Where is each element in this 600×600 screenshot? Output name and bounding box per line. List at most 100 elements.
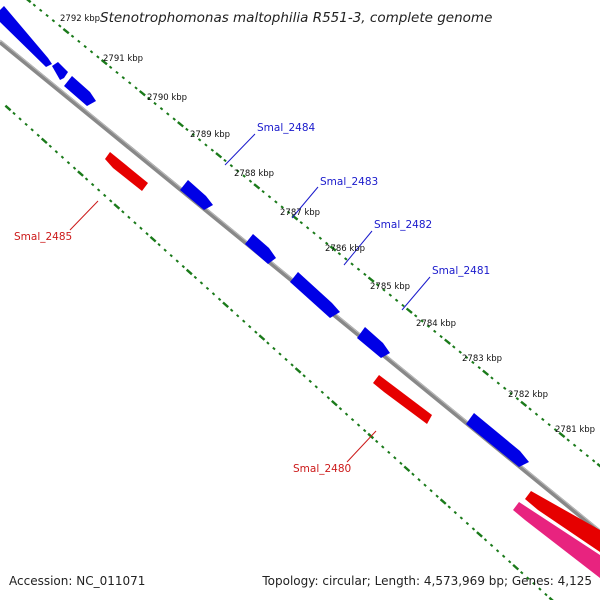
scale-minor-tick	[326, 396, 331, 400]
scale-minor-tick	[54, 150, 59, 154]
scale-minor-tick	[134, 86, 138, 90]
scale-minor-tick	[528, 407, 532, 411]
scale-minor-tick	[356, 423, 361, 427]
scale-minor-tick	[51, 19, 56, 23]
gene-label-smal-2481[interactable]: Smal_2481	[432, 265, 490, 277]
gene-label-smal-2480[interactable]: Smal_2480	[293, 463, 351, 475]
gene-label-smal-2484[interactable]: Smal_2484	[257, 122, 316, 134]
scale-tick-label: 2790 kbp	[147, 93, 187, 103]
other-features	[513, 502, 600, 578]
gene-label-smal-2483[interactable]: Smal_2483	[320, 176, 378, 188]
scale-minor-tick	[121, 210, 125, 214]
scale-minor-tick	[60, 155, 65, 159]
scale-minor-tick	[382, 288, 386, 292]
scale-minor-tick	[312, 231, 316, 235]
gene-arrow[interactable]	[373, 375, 432, 424]
feature-arrow[interactable]	[513, 502, 600, 578]
gene-arrow[interactable]	[525, 491, 600, 552]
scale-minor-tick	[553, 428, 558, 432]
scale-minor-tick	[153, 101, 157, 106]
scale-major-tick	[253, 183, 261, 190]
scale-labels: 2792 kbp 2791 kbp 2790 kbp 2789 kbp 2788…	[60, 14, 595, 435]
scale-minor-tick	[308, 379, 312, 384]
gene-arrow[interactable]	[105, 152, 148, 191]
scale-minor-tick	[375, 283, 380, 287]
gene-arrow[interactable]	[64, 76, 96, 106]
scale-minor-tick	[284, 357, 288, 362]
scale-tick-label: 2788 kbp	[234, 169, 274, 179]
scale-minor-tick	[324, 241, 329, 245]
scale-tick-label: 2787 kbp	[280, 208, 320, 218]
scale-minor-tick	[229, 164, 234, 168]
scale-minor-tick	[242, 319, 246, 323]
leader-smal-2483	[291, 186, 319, 219]
scale-minor-tick	[483, 538, 488, 542]
scale-minor-tick	[204, 143, 208, 147]
scale-minor-tick	[532, 581, 536, 586]
scale-minor-tick	[541, 417, 545, 422]
scale-major-tick	[100, 58, 108, 66]
scale-minor-tick	[314, 385, 318, 389]
gene-label-smal-2485[interactable]: Smal_2485	[14, 231, 72, 243]
scale-major-tick	[222, 301, 229, 308]
gene-arrow[interactable]	[245, 234, 276, 264]
scale-minor-tick	[157, 242, 161, 247]
scale-minor-tick	[375, 439, 379, 444]
scale-minor-tick	[572, 443, 577, 447]
scale-minor-tick	[337, 252, 342, 256]
gene-arrow[interactable]	[290, 272, 340, 318]
gene-arrow[interactable]	[357, 327, 390, 358]
scale-minor-tick	[302, 374, 306, 378]
accession-text: Accession: NC_011071	[9, 574, 146, 588]
scale-minor-tick	[229, 308, 234, 312]
scale-minor-tick	[338, 406, 343, 411]
scale-major-tick	[548, 596, 554, 600]
scale-minor-tick	[344, 257, 348, 261]
scale-major-tick	[62, 27, 70, 35]
gene-arrow[interactable]	[0, 6, 52, 67]
scale-major-tick	[403, 465, 411, 472]
scale-minor-tick	[585, 454, 590, 458]
scale-minor-tick	[72, 166, 77, 170]
scale-minor-tick	[175, 259, 179, 263]
scale-minor-tick	[242, 174, 246, 178]
scale-tick-label: 2791 kbp	[103, 54, 143, 64]
scale-minor-tick	[181, 264, 185, 269]
gene-label-smal-2482[interactable]: Smal_2482	[374, 219, 432, 231]
scale-tick-label: 2781 kbp	[555, 425, 595, 435]
scale-minor-tick	[591, 459, 596, 463]
scale-minor-tick	[471, 527, 476, 531]
scale-tick-label: 2782 kbp	[508, 390, 548, 400]
scale-minor-tick	[96, 188, 101, 192]
scale-minor-tick	[147, 96, 151, 101]
scale-tick-label: 2785 kbp	[370, 282, 410, 292]
scale-minor-tick	[272, 346, 276, 351]
scale-major-tick	[520, 400, 528, 408]
scale-minor-tick	[66, 160, 71, 165]
scale-minor-tick	[197, 138, 202, 142]
scale-major-tick	[405, 307, 413, 314]
gene-arrow[interactable]	[466, 413, 529, 467]
scale-major-tick	[113, 203, 121, 210]
scale-minor-tick	[490, 376, 494, 380]
scale-minor-tick	[502, 386, 507, 390]
scale-minor-tick	[266, 341, 270, 345]
scale-major-tick	[482, 369, 490, 376]
scale-minor-tick	[495, 549, 500, 553]
scale-minor-tick	[305, 226, 310, 230]
scale-minor-tick	[30, 128, 34, 132]
scale-minor-tick	[32, 3, 37, 7]
label-leaders	[69, 133, 431, 463]
scale-minor-tick	[394, 298, 399, 302]
scale-minor-tick	[477, 365, 481, 370]
gene-arrow[interactable]	[180, 180, 213, 210]
leader-smal-2484	[224, 133, 256, 166]
scale-minor-tick	[48, 144, 52, 148]
scale-major-tick	[4, 104, 12, 112]
scale-minor-tick	[459, 516, 464, 520]
scale-minor-tick	[350, 262, 354, 266]
scale-minor-tick	[109, 199, 113, 203]
gene-arrow[interactable]	[52, 62, 68, 80]
scale-minor-tick	[169, 253, 173, 258]
